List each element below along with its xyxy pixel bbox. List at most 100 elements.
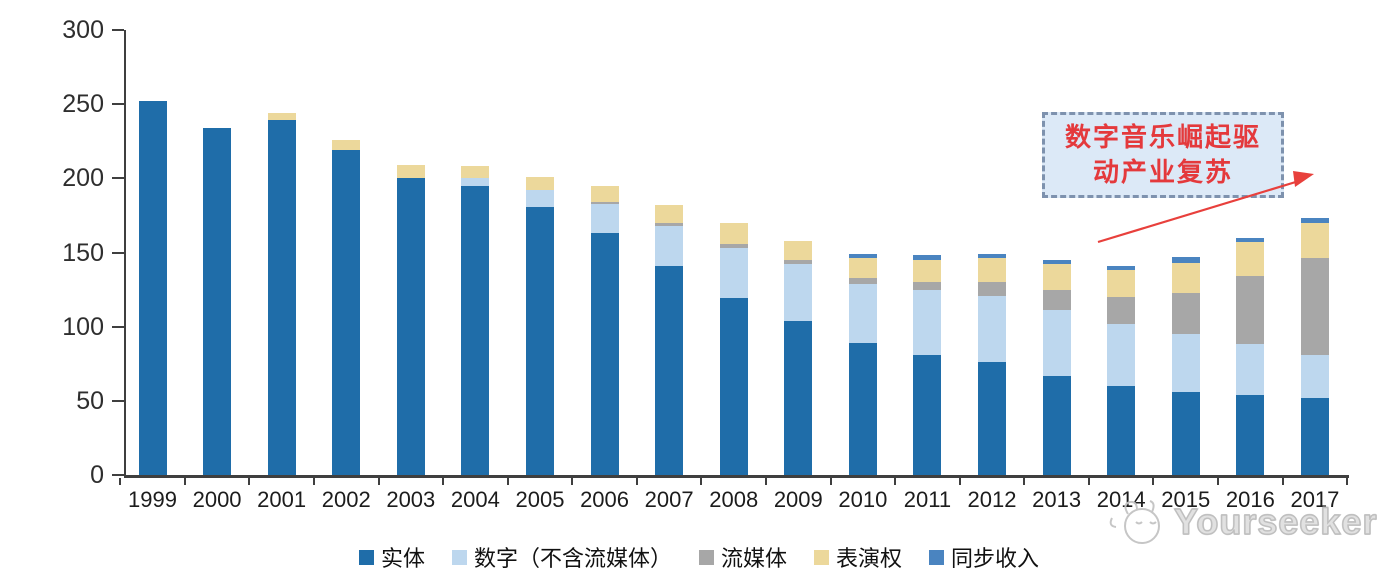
y-axis-tick	[112, 29, 124, 31]
x-axis-tick	[829, 478, 832, 485]
x-axis-tick	[442, 478, 445, 485]
x-axis-label: 2000	[192, 487, 242, 512]
bar-segment-2004-实体	[461, 185, 490, 475]
bar-segment-2017-同步收入	[1300, 218, 1329, 223]
bar-segment-2011-表演权	[913, 259, 942, 283]
bar-segment-2011-实体	[913, 354, 942, 475]
bar-segment-2010-数字（不含流媒体）	[848, 283, 877, 343]
bar-segment-2016-表演权	[1236, 242, 1265, 277]
x-axis-tick	[635, 478, 638, 485]
y-axis-tick	[112, 399, 124, 402]
bar-segment-1999-实体	[138, 101, 167, 475]
x-axis-label: 2007	[644, 487, 694, 512]
legend-swatch-icon	[814, 549, 829, 565]
bar-segment-2006-表演权	[590, 185, 619, 203]
bar-segment-2012-数字（不含流媒体）	[978, 295, 1007, 363]
y-axis-tick	[112, 177, 124, 180]
x-axis-tick	[312, 478, 315, 485]
y-axis-line	[124, 30, 126, 477]
x-axis-label: 2013	[1032, 487, 1082, 512]
x-axis-label: 2015	[1161, 487, 1211, 512]
y-axis-label: 0	[90, 461, 104, 489]
bar-segment-2010-流媒体	[848, 277, 877, 284]
legend-item-4: 同步收入	[929, 541, 1039, 573]
x-axis-label: 2005	[515, 487, 565, 512]
bar-segment-2017-实体	[1300, 397, 1329, 475]
bar-segment-2011-流媒体	[913, 282, 942, 290]
legend-swatch-icon	[929, 549, 945, 565]
bar-segment-2016-实体	[1236, 394, 1265, 475]
bar-segment-2010-同步收入	[848, 253, 877, 259]
bar-segment-2013-表演权	[1042, 264, 1071, 290]
bar-segment-2015-实体	[1171, 391, 1200, 475]
x-axis-tick	[1281, 478, 1284, 485]
bar-segment-2007-数字（不含流媒体）	[655, 225, 684, 266]
legend-swatch-icon	[451, 549, 467, 565]
legend-item-2: 流媒体	[698, 541, 787, 573]
bar-segment-2016-同步收入	[1236, 237, 1265, 243]
x-axis-label: 2001	[257, 487, 307, 512]
bar-segment-2012-流媒体	[978, 282, 1007, 296]
bar-segment-2011-同步收入	[913, 255, 942, 260]
bar-segment-2001-实体	[267, 120, 296, 475]
y-axis-tick	[112, 474, 124, 476]
bar-segment-2012-同步收入	[978, 253, 1007, 259]
x-axis-tick	[700, 478, 703, 485]
bar-segment-2014-流媒体	[1107, 297, 1136, 324]
x-axis-tick	[506, 478, 509, 485]
legend-item-0: 实体	[358, 541, 425, 573]
x-axis-tick	[765, 478, 767, 485]
y-axis-tick	[112, 325, 124, 328]
x-axis-label: 2009	[773, 487, 823, 512]
bar-segment-2008-实体	[719, 298, 748, 475]
x-axis-tick	[1346, 478, 1349, 485]
x-axis-label: 2012	[967, 487, 1017, 512]
legend-item-1: 数字（不含流媒体）	[451, 541, 672, 573]
x-axis-label: 2006	[580, 487, 630, 512]
bar-segment-2009-表演权	[784, 240, 813, 260]
y-axis-label: 300	[62, 16, 104, 44]
legend-swatch-icon	[698, 549, 714, 565]
bar-segment-2013-实体	[1042, 375, 1071, 475]
y-axis-label: 100	[62, 312, 104, 341]
bar-segment-2013-数字（不含流媒体）	[1042, 310, 1071, 376]
x-axis-label: 2011	[903, 487, 952, 512]
legend-label: 实体	[380, 546, 425, 571]
bar-segment-2008-流媒体	[719, 243, 748, 249]
x-axis-tick	[377, 478, 380, 485]
x-axis-tick	[1217, 478, 1220, 485]
bar-segment-2017-流媒体	[1300, 258, 1329, 355]
bar-segment-2015-表演权	[1171, 262, 1200, 293]
bar-segment-2013-同步收入	[1042, 259, 1071, 265]
bar-segment-2002-实体	[332, 150, 361, 475]
x-axis-label: 1999	[128, 487, 177, 512]
y-axis-tick	[112, 251, 124, 254]
bar-segment-2007-流媒体	[655, 222, 684, 226]
bar-segment-2010-实体	[848, 342, 877, 475]
legend-label: 流媒体	[720, 546, 787, 571]
bar-segment-2016-数字（不含流媒体）	[1236, 344, 1265, 395]
x-axis-tick	[248, 478, 251, 485]
bar-segment-2012-实体	[978, 362, 1007, 475]
bar-segment-2008-表演权	[719, 222, 748, 244]
x-axis-label: 2010	[838, 487, 888, 512]
x-axis-line	[124, 475, 1349, 478]
bar-segment-2016-流媒体	[1236, 276, 1265, 345]
bar-segment-2000-实体	[203, 127, 232, 475]
annotation-line-1: 数字音乐崛起驱	[1064, 123, 1261, 152]
bar-segment-2017-数字（不含流媒体）	[1300, 354, 1329, 398]
legend-swatch-icon	[358, 549, 374, 565]
chart-legend: 实体 数字（不含流媒体） 流媒体 表演权 同步收入	[0, 541, 1398, 573]
watermark: Yourseeker	[1106, 496, 1377, 548]
yourseeker-logo-icon	[1109, 500, 1160, 544]
y-axis-label: 150	[62, 238, 104, 267]
bar-segment-2005-表演权	[525, 176, 554, 191]
x-axis-tick	[894, 478, 897, 485]
bar-segment-2015-流媒体	[1171, 292, 1200, 335]
bar-segment-2004-表演权	[461, 166, 490, 179]
legend-label: 数字（不含流媒体）	[473, 546, 672, 571]
y-axis-label: 250	[62, 90, 104, 119]
x-axis-label: 2003	[386, 487, 436, 512]
x-axis-label: 2016	[1225, 487, 1275, 512]
